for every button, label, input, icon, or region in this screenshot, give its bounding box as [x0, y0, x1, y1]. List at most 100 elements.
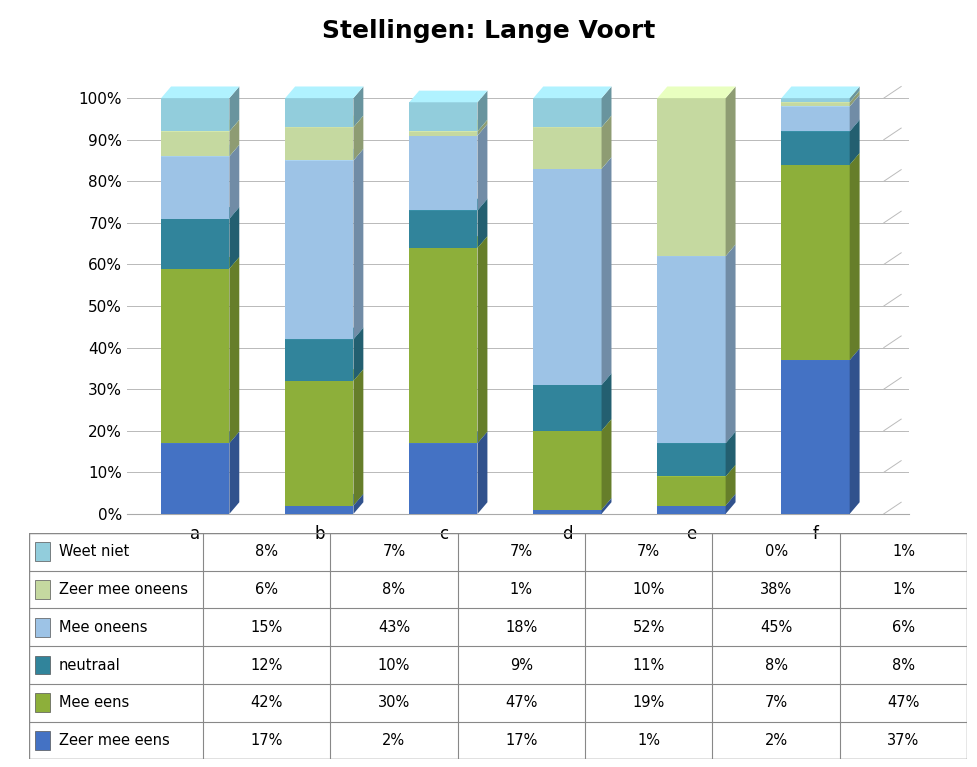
Polygon shape — [161, 120, 239, 131]
Polygon shape — [658, 256, 726, 443]
Bar — [34, 542, 50, 561]
Text: 30%: 30% — [378, 695, 410, 710]
Polygon shape — [409, 443, 478, 514]
Text: 9%: 9% — [510, 657, 532, 673]
Polygon shape — [354, 328, 363, 381]
Text: Stellingen: Lange Voort: Stellingen: Lange Voort — [321, 19, 656, 43]
Text: 17%: 17% — [250, 733, 282, 748]
Text: 1%: 1% — [637, 733, 660, 748]
Text: 7%: 7% — [382, 545, 405, 559]
Polygon shape — [850, 153, 860, 360]
Bar — [34, 580, 50, 599]
Polygon shape — [658, 505, 726, 514]
Polygon shape — [782, 87, 860, 98]
Polygon shape — [285, 505, 354, 514]
Text: 6%: 6% — [892, 620, 915, 635]
Polygon shape — [533, 419, 612, 431]
Polygon shape — [230, 120, 239, 156]
Text: 7%: 7% — [765, 695, 787, 710]
Polygon shape — [658, 432, 736, 443]
Polygon shape — [533, 431, 602, 510]
Polygon shape — [533, 87, 612, 98]
Polygon shape — [409, 236, 488, 248]
Text: 47%: 47% — [505, 695, 537, 710]
Text: 17%: 17% — [505, 733, 537, 748]
Polygon shape — [409, 131, 478, 136]
Polygon shape — [161, 443, 230, 514]
Polygon shape — [161, 219, 230, 268]
Bar — [34, 656, 50, 674]
Polygon shape — [285, 381, 354, 505]
Polygon shape — [533, 169, 602, 385]
Polygon shape — [726, 87, 736, 256]
Polygon shape — [478, 124, 488, 210]
Text: 2%: 2% — [765, 733, 787, 748]
Text: 11%: 11% — [632, 657, 665, 673]
Polygon shape — [782, 102, 850, 107]
Polygon shape — [782, 348, 860, 360]
Polygon shape — [782, 360, 850, 514]
Text: 10%: 10% — [632, 582, 665, 597]
Polygon shape — [602, 419, 612, 510]
Polygon shape — [602, 374, 612, 431]
Text: 15%: 15% — [250, 620, 282, 635]
Polygon shape — [161, 268, 230, 443]
Text: 6%: 6% — [255, 582, 278, 597]
Polygon shape — [354, 116, 363, 160]
Polygon shape — [161, 257, 239, 268]
Polygon shape — [285, 339, 354, 381]
Polygon shape — [161, 432, 239, 443]
Text: Weet niet: Weet niet — [59, 545, 129, 559]
Polygon shape — [478, 91, 488, 131]
Text: 7%: 7% — [510, 545, 532, 559]
Polygon shape — [782, 95, 860, 107]
Text: 8%: 8% — [765, 657, 787, 673]
Polygon shape — [726, 465, 736, 505]
Polygon shape — [409, 248, 478, 443]
Bar — [34, 693, 50, 713]
Polygon shape — [285, 149, 363, 160]
Polygon shape — [409, 432, 488, 443]
Polygon shape — [409, 124, 488, 136]
Polygon shape — [850, 95, 860, 131]
Polygon shape — [533, 127, 602, 169]
Polygon shape — [602, 116, 612, 169]
Polygon shape — [782, 131, 850, 165]
Polygon shape — [161, 145, 239, 156]
Polygon shape — [409, 102, 478, 131]
Polygon shape — [850, 91, 860, 107]
Text: 1%: 1% — [892, 582, 915, 597]
Polygon shape — [161, 207, 239, 219]
Polygon shape — [782, 120, 860, 131]
Polygon shape — [230, 145, 239, 219]
Polygon shape — [354, 87, 363, 127]
Polygon shape — [285, 494, 363, 505]
Text: 47%: 47% — [887, 695, 919, 710]
Polygon shape — [285, 328, 363, 339]
Polygon shape — [230, 257, 239, 443]
Polygon shape — [533, 510, 602, 514]
Polygon shape — [850, 87, 860, 102]
Polygon shape — [658, 494, 736, 505]
Polygon shape — [658, 476, 726, 505]
Polygon shape — [478, 236, 488, 443]
Polygon shape — [161, 131, 230, 156]
Polygon shape — [533, 98, 602, 127]
Polygon shape — [354, 494, 363, 514]
Polygon shape — [285, 127, 354, 160]
Polygon shape — [354, 149, 363, 339]
Polygon shape — [658, 98, 726, 256]
Bar — [34, 731, 50, 750]
Polygon shape — [782, 153, 860, 165]
Polygon shape — [161, 156, 230, 219]
Polygon shape — [409, 210, 478, 248]
Polygon shape — [782, 91, 860, 102]
Polygon shape — [850, 348, 860, 514]
Polygon shape — [409, 120, 488, 131]
Polygon shape — [533, 157, 612, 169]
Polygon shape — [533, 116, 612, 127]
Polygon shape — [726, 494, 736, 514]
Polygon shape — [230, 207, 239, 268]
Polygon shape — [726, 432, 736, 476]
Polygon shape — [478, 432, 488, 514]
